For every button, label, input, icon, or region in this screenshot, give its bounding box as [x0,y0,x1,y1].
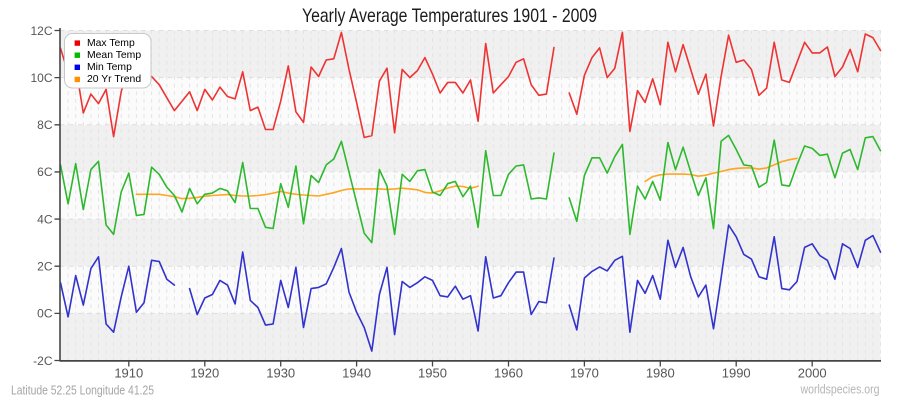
svg-text:1970: 1970 [570,366,599,381]
svg-text:1990: 1990 [722,366,751,381]
svg-text:Yearly Average Temperatures 19: Yearly Average Temperatures 1901 - 2009 [302,5,597,27]
svg-text:12C: 12C [30,24,52,38]
svg-text:2000: 2000 [798,366,827,381]
svg-text:Max Temp: Max Temp [87,38,135,49]
svg-text:10C: 10C [30,71,52,85]
svg-text:6C: 6C [37,165,53,179]
svg-text:1960: 1960 [494,366,523,381]
svg-text:1940: 1940 [342,366,371,381]
svg-text:1930: 1930 [266,366,295,381]
svg-text:worldspecies.org: worldspecies.org [800,382,880,396]
svg-text:Mean Temp: Mean Temp [87,50,141,61]
svg-text:8C: 8C [37,118,53,132]
svg-text:1920: 1920 [190,366,219,381]
svg-text:-2C: -2C [33,354,53,368]
svg-text:1950: 1950 [418,366,447,381]
svg-text:2C: 2C [37,260,53,274]
svg-text:Min Temp: Min Temp [87,62,132,73]
svg-text:0C: 0C [37,307,53,321]
svg-text:4C: 4C [37,212,53,226]
svg-text:Latitude 52.25 Longitude 41.25: Latitude 52.25 Longitude 41.25 [11,383,154,397]
svg-text:1910: 1910 [114,366,143,381]
svg-text:20 Yr Trend: 20 Yr Trend [87,74,141,85]
svg-text:1980: 1980 [646,366,675,381]
